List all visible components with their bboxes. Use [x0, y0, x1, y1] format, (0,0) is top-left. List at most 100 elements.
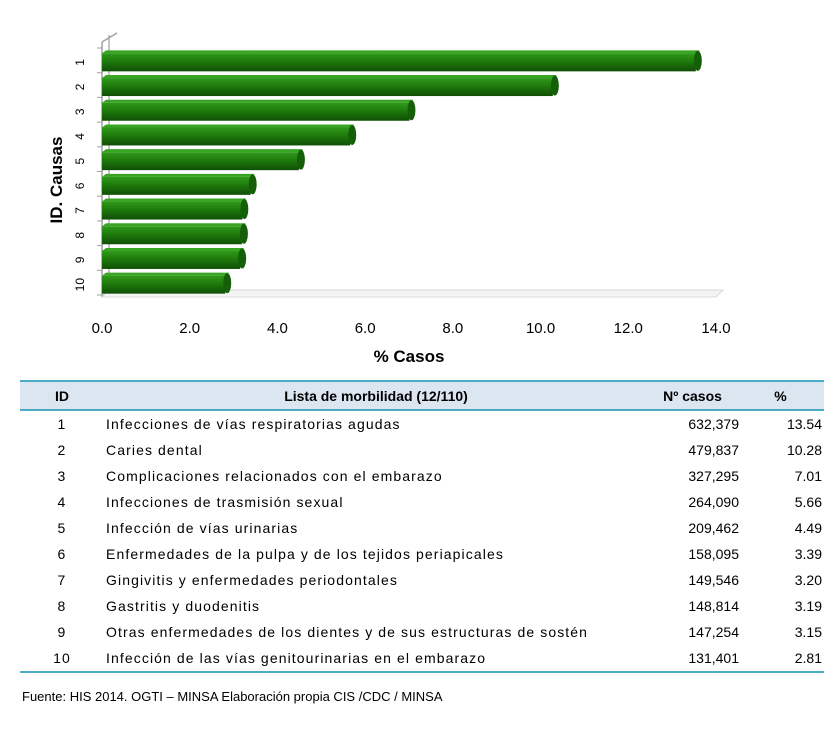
- header-id: ID: [20, 380, 104, 411]
- table-header-row: ID Lista de morbilidad (12/110) Nº casos…: [20, 380, 824, 411]
- bar-top-face: [102, 124, 355, 128]
- bar-front-face: [102, 250, 241, 269]
- header-cases: Nº casos: [646, 380, 739, 411]
- row-pct: 2.81: [739, 645, 824, 673]
- table-row: 3 Complicaciones relacionados con el emba…: [20, 463, 824, 489]
- category-label: 7: [73, 207, 87, 214]
- bar-end-cap: [223, 273, 232, 294]
- bar-2: [102, 75, 559, 97]
- category-label: 1: [73, 59, 87, 66]
- row-id: 10: [20, 645, 104, 673]
- bar-end-cap: [693, 50, 702, 71]
- bar-end-cap: [238, 248, 247, 269]
- row-id: 6: [57, 546, 67, 562]
- row-name: Enfermedades de la pulpa y de los tejido…: [106, 546, 504, 562]
- row-pct: 3.15: [794, 624, 822, 640]
- axis-corner-top: [101, 32, 118, 43]
- bar-front-face: [102, 226, 242, 245]
- row-name: Infección de las vías genitourinarias en…: [104, 645, 646, 673]
- x-tick-label: 14.0: [701, 320, 730, 337]
- table-row: 4 Infecciones de trasmisión sexual 264,090…: [20, 489, 824, 515]
- bar-9: [102, 247, 247, 269]
- row-name: Complicaciones relacionados con el embar…: [106, 468, 443, 484]
- row-name: Infecciones de trasmisión sexual: [106, 494, 344, 510]
- x-tick-label: 6.0: [355, 320, 376, 337]
- x-tick-label: 8.0: [442, 320, 463, 337]
- x-tick-labels: 0.0 2.0 4.0 6.0 8.0 10.0 12.0 14.0: [92, 320, 731, 337]
- category-label: 8: [73, 232, 87, 239]
- bar-front-face: [102, 78, 553, 97]
- row-cases: 209,462: [688, 520, 739, 536]
- category-label: 5: [73, 157, 87, 164]
- row-id: 8: [57, 598, 67, 614]
- category-label: 4: [73, 133, 87, 140]
- row-cases: 131,401: [646, 645, 739, 673]
- x-axis-title: % Casos: [374, 347, 445, 366]
- bar-front-face: [102, 152, 299, 171]
- row-id: 3: [57, 468, 67, 484]
- bar-5: [102, 149, 305, 171]
- bar-top-face: [102, 149, 303, 153]
- header-name: Lista de morbilidad (12/110): [104, 380, 646, 411]
- header-pct: %: [739, 380, 824, 411]
- row-pct: 3.20: [794, 572, 822, 588]
- bar-top-face: [102, 272, 230, 276]
- bar-6: [102, 173, 257, 195]
- bar-top-face: [102, 75, 557, 79]
- source-note: Fuente: HIS 2014. OGTI – MINSA Elaboraci…: [22, 689, 443, 704]
- bar-top-face: [102, 50, 700, 54]
- row-pct: 3.39: [794, 546, 822, 562]
- bar-end-cap: [240, 199, 249, 220]
- row-name: Infección de vías urinarias: [106, 520, 299, 536]
- bar-top-face: [102, 223, 246, 227]
- table-row: 10 Infección de las vías genitourinarias …: [20, 645, 824, 673]
- y-axis-title: ID. Causas: [47, 137, 66, 224]
- bar-7: [102, 198, 249, 220]
- bar-end-cap: [407, 100, 416, 121]
- table-row: 8 Gastritis y duodenitis 148,814 3.19: [20, 593, 824, 619]
- row-pct: 3.19: [794, 598, 822, 614]
- row-pct: 10.28: [786, 442, 822, 458]
- table-row: 5 Infección de vías urinarias 209,462 4.49: [20, 515, 824, 541]
- table-row: 9 Otras enfermedades de los dientes y de …: [20, 619, 824, 645]
- category-label: 10: [73, 278, 87, 292]
- x-tick-label: 0.0: [92, 320, 113, 337]
- row-id: 4: [57, 494, 67, 510]
- bar-end-cap: [296, 149, 305, 170]
- category-label: 3: [73, 108, 87, 115]
- category-labels: 1 2 3 4 5 6 7 8 9 10: [73, 59, 87, 292]
- row-cases: 264,090: [688, 494, 739, 510]
- row-name: Gastritis y duodenitis: [106, 598, 261, 614]
- x-tick-label: 4.0: [267, 320, 288, 337]
- row-cases: 149,546: [688, 572, 739, 588]
- row-cases: 479,837: [688, 442, 739, 458]
- row-cases: 148,814: [688, 598, 739, 614]
- bar-front-face: [102, 127, 351, 146]
- category-label: 2: [73, 83, 87, 90]
- bar-front-face: [102, 275, 226, 294]
- table-row: 7 Gingivitis y enfermedades periodontales…: [20, 567, 824, 593]
- x-tick-label: 2.0: [179, 320, 200, 337]
- row-id: 2: [57, 442, 67, 458]
- bar-top-face: [102, 198, 247, 202]
- row-name: Otras enfermedades de los dientes y de s…: [106, 624, 589, 640]
- bar-1: [102, 50, 702, 72]
- bar-top-face: [102, 247, 245, 251]
- bar-3: [102, 99, 416, 121]
- bar-front-face: [102, 102, 410, 121]
- row-name: Infecciones de vías respiratorias agudas: [106, 416, 401, 432]
- bar-end-cap: [239, 223, 248, 244]
- row-pct: 4.49: [794, 520, 822, 536]
- chart-bars: [102, 50, 702, 294]
- bar-front-face: [102, 201, 243, 220]
- row-id: 7: [57, 572, 67, 588]
- row-id: 5: [57, 520, 67, 536]
- table-row: 1 Infecciones de vías respiratorias aguda…: [20, 410, 824, 437]
- row-id: 9: [57, 624, 67, 640]
- bar-10: [102, 272, 232, 294]
- bar-front-face: [102, 176, 251, 195]
- category-label: 9: [73, 256, 87, 263]
- row-cases: 147,254: [688, 624, 739, 640]
- bar-top-face: [102, 99, 414, 103]
